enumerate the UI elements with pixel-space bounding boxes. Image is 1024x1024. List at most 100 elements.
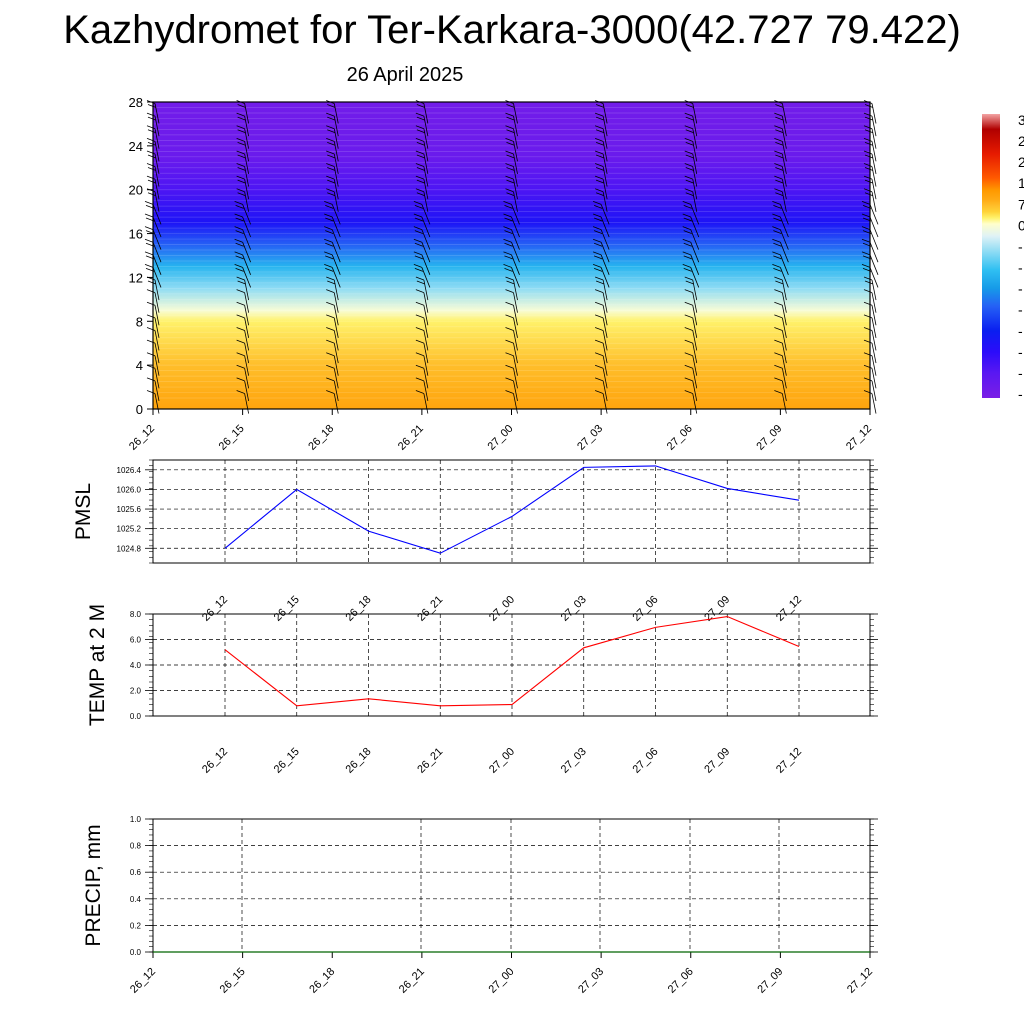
- wind-barb-feather: [775, 167, 784, 171]
- wind-barb-feather: [682, 264, 691, 268]
- wind-barb: [242, 229, 251, 250]
- wind-barb-feather: [594, 364, 604, 369]
- wind-barb-feather: [861, 251, 871, 256]
- wind-barb: [423, 368, 429, 389]
- wind-barb-feather: [234, 213, 243, 218]
- wind-barb-feather: [595, 192, 605, 197]
- wind-barb-feather: [774, 352, 783, 357]
- wind-barb-feather: [236, 112, 245, 117]
- wind-barb: [781, 116, 787, 137]
- wind-barb-feather: [146, 175, 156, 180]
- y-axis-label: PMSL: [72, 483, 95, 540]
- wind-barb-feather: [416, 104, 426, 108]
- wind-barb-feather: [324, 238, 333, 243]
- wind-barb: [244, 305, 250, 326]
- wind-barb: [244, 380, 250, 401]
- wind-barb: [600, 267, 610, 288]
- wind-barb-feather: [506, 179, 515, 184]
- wind-barb-feather: [595, 280, 605, 285]
- wind-barb: [333, 292, 339, 313]
- wind-barb-feather: [863, 289, 873, 294]
- wind-barb-feather: [864, 179, 874, 184]
- wind-barb-feather: [324, 251, 333, 256]
- wind-barb-feather: [326, 352, 335, 357]
- wind-barb: [154, 279, 160, 301]
- wind-barb-feather: [773, 205, 782, 209]
- wind-barb-feather: [326, 188, 335, 193]
- x-tick-label: 26_21: [396, 423, 426, 453]
- wind-barb: [871, 141, 877, 162]
- wind-barb: [602, 191, 608, 212]
- wind-barb: [513, 368, 518, 389]
- wind-barb: [869, 229, 879, 250]
- wind-barb-feather: [144, 251, 154, 256]
- x-tick-label: 27_00: [486, 423, 516, 453]
- plot-frame: [152, 818, 871, 953]
- wind-barb: [333, 317, 339, 338]
- wind-barb-feather: [327, 280, 336, 285]
- wind-barb: [333, 166, 339, 187]
- colorbar-label: 0: [1018, 217, 1024, 233]
- wind-barb-feather: [863, 352, 873, 357]
- x-tick-label: 26_18: [344, 594, 374, 624]
- wind-barb-feather: [415, 163, 425, 167]
- wind-barb-feather: [772, 226, 781, 230]
- series-line: [224, 465, 800, 554]
- y-tick-label: 28: [129, 95, 143, 110]
- wind-barb: [602, 393, 608, 414]
- wind-barb-feather: [505, 390, 514, 394]
- wind-barb-feather: [594, 377, 604, 382]
- wind-barb: [333, 153, 339, 175]
- wind-barb: [333, 343, 339, 364]
- wind-barb-feather: [415, 390, 425, 394]
- wind-barb-feather: [772, 201, 781, 205]
- wind-barb-feather: [772, 238, 781, 243]
- wind-barb-feather: [146, 137, 156, 142]
- wind-barb-feather: [863, 314, 873, 319]
- wind-barb: [781, 191, 787, 212]
- y-tick-label: 1.0: [130, 815, 142, 824]
- wind-barb-feather: [595, 141, 605, 146]
- wind-barb-feather: [144, 264, 154, 268]
- wind-barb-feather: [326, 301, 335, 306]
- wind-barb-feather: [326, 339, 335, 344]
- wind-barb: [869, 267, 879, 288]
- wind-barb: [421, 242, 431, 263]
- wind-barb-feather: [505, 188, 514, 193]
- wind-barb-feather: [863, 163, 873, 167]
- wind-barb-feather: [594, 314, 604, 319]
- wind-barb: [333, 279, 339, 301]
- wind-barb: [333, 116, 339, 137]
- wind-barb-feather: [325, 268, 334, 272]
- colorbar-label: -: [1018, 281, 1023, 297]
- wind-barb: [600, 254, 610, 275]
- x-tick-label: 27_03: [576, 966, 606, 996]
- wind-barb: [423, 166, 429, 187]
- wind-barb: [602, 166, 608, 187]
- wind-barb: [152, 267, 162, 288]
- colorbar-label: 7: [1018, 196, 1024, 212]
- wind-barb-feather: [237, 280, 246, 285]
- colorbar-label: -: [1018, 302, 1023, 318]
- wind-barb-feather: [684, 125, 693, 130]
- wind-barb: [154, 343, 160, 364]
- wind-barb-feather: [775, 141, 784, 146]
- chart-title: Kazhydromet for Ter-Karkara-3000(42.727 …: [63, 8, 961, 52]
- wind-barb-feather: [144, 238, 154, 243]
- wind-barb-feather: [863, 377, 873, 382]
- wind-barb-feather: [683, 255, 692, 260]
- wind-barb: [242, 242, 251, 263]
- wind-barb-feather: [415, 175, 425, 180]
- wind-barb: [781, 330, 787, 351]
- wind-barb: [244, 279, 250, 301]
- wind-barb: [421, 204, 431, 225]
- wind-barb: [513, 292, 518, 313]
- wind-barb-column: [592, 100, 610, 414]
- wind-barb-feather: [413, 201, 423, 205]
- wind-barb: [152, 216, 162, 238]
- wind-barb-feather: [415, 314, 425, 319]
- wind-barb: [152, 254, 162, 275]
- y-tick-label: 0.4: [130, 895, 142, 904]
- wind-barb: [513, 128, 518, 149]
- wind-barb-feather: [594, 163, 604, 167]
